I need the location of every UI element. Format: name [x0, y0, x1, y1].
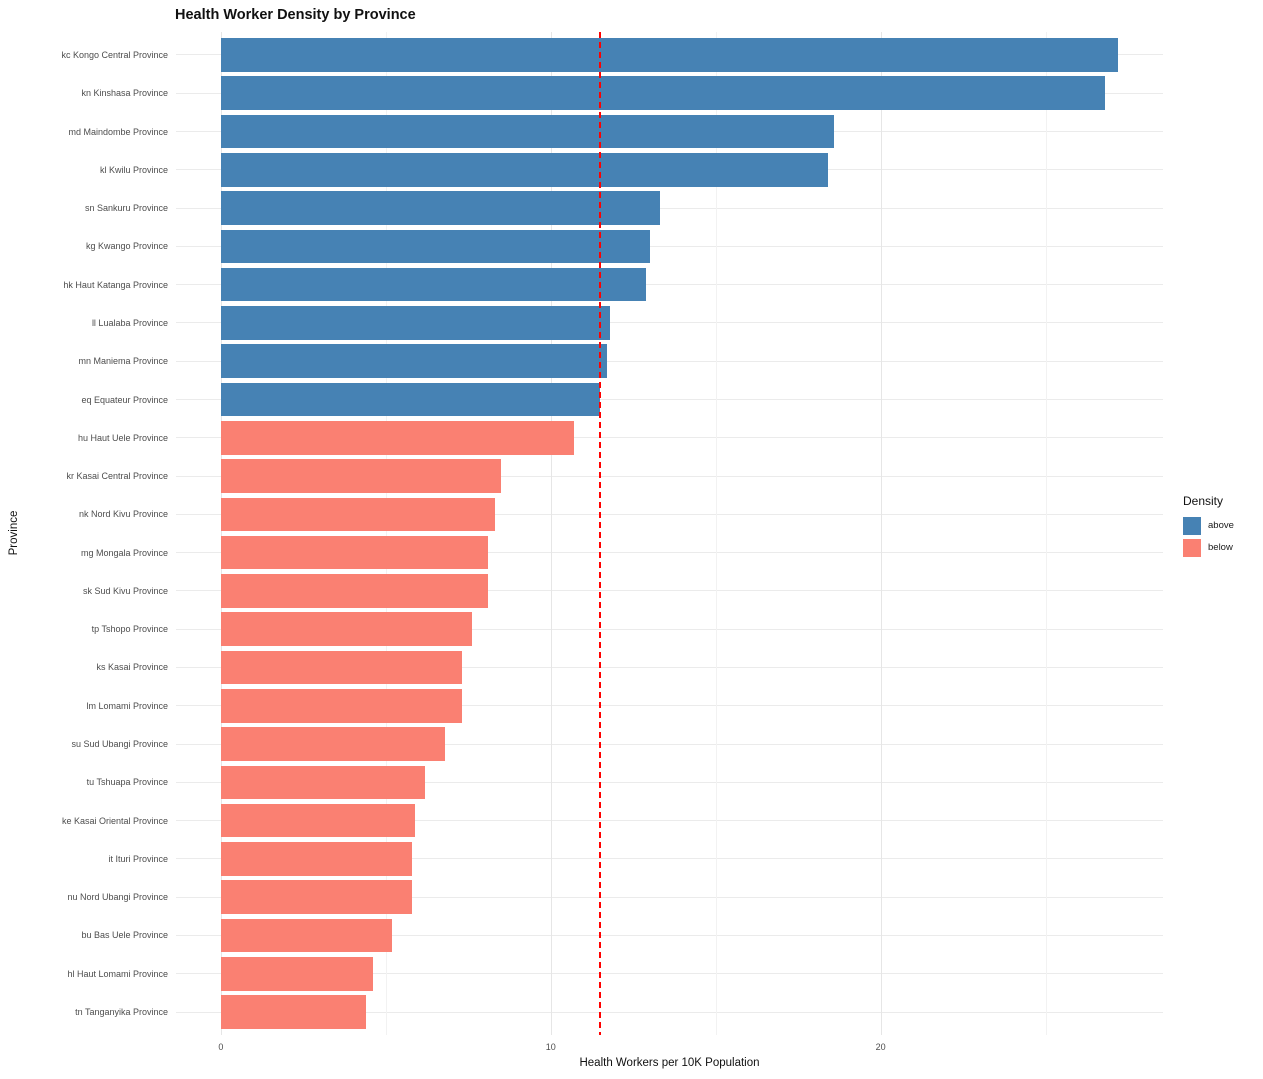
- y-tick-label: nk Nord Kivu Province: [78, 509, 168, 520]
- gridline-horizontal: [176, 1011, 1163, 1013]
- gridline-horizontal: [176, 705, 1163, 707]
- bar: [220, 995, 366, 1029]
- bar: [220, 574, 489, 608]
- chart-title: Health Worker Density by Province: [175, 7, 416, 23]
- bar: [220, 497, 495, 532]
- gridline-vertical-minor: [715, 32, 717, 1035]
- gridline-vertical-minor: [1045, 32, 1047, 1035]
- gridline-horizontal: [176, 590, 1163, 592]
- gridline-horizontal: [176, 322, 1163, 324]
- legend-item: below: [1183, 538, 1263, 557]
- legend-items: above below: [1180, 516, 1263, 557]
- bar: [220, 38, 1119, 72]
- bar: [220, 420, 574, 455]
- y-tick-label: kc Kongo Central Province: [61, 49, 168, 60]
- gridline-vertical-major: [550, 32, 552, 1035]
- y-tick-label: kr Kasai Central Province: [66, 471, 168, 482]
- y-tick-label: tp Tshopo Province: [91, 624, 168, 635]
- bar: [220, 229, 650, 264]
- legend-title: Density: [1183, 494, 1224, 508]
- y-tick-label: mg Mongala Province: [80, 547, 168, 558]
- y-tick-label: hu Haut Uele Province: [77, 432, 168, 443]
- bar: [220, 382, 601, 417]
- legend-label: above: [1208, 520, 1234, 531]
- y-tick-label: mn Maniema Province: [78, 356, 168, 367]
- bar: [220, 842, 413, 876]
- bar: [220, 765, 426, 800]
- bar: [220, 880, 413, 914]
- gridline-horizontal: [176, 552, 1163, 554]
- x-tick-label: 0: [218, 1042, 224, 1052]
- y-tick-label: eq Equateur Province: [81, 394, 168, 405]
- gridline-horizontal: [176, 934, 1163, 936]
- y-tick-label: kn Kinshasa Province: [81, 88, 168, 99]
- x-axis-title: Health Workers per 10K Population: [579, 1057, 760, 1069]
- y-tick-label: tu Tshuapa Province: [86, 777, 168, 788]
- gridline-horizontal: [176, 284, 1163, 286]
- bar: [220, 535, 489, 570]
- y-tick-label: tn Tanganyika Province: [75, 1007, 168, 1018]
- gridline-horizontal: [176, 858, 1163, 860]
- bar: [220, 191, 660, 225]
- gridline-horizontal: [176, 399, 1163, 400]
- plot-panel: [176, 32, 1163, 1035]
- y-tick-label: kg Kwango Province: [85, 241, 168, 252]
- bar: [220, 459, 502, 493]
- gridline-horizontal: [176, 628, 1163, 630]
- gridline-horizontal: [176, 666, 1163, 668]
- y-tick-label: md Maindombe Province: [68, 126, 168, 137]
- y-tick-label: lm Lomami Province: [86, 700, 168, 711]
- bar: [220, 76, 1105, 111]
- bar: [220, 956, 373, 991]
- y-tick-label: sn Sankuru Province: [84, 203, 168, 214]
- gridline-horizontal: [176, 475, 1163, 477]
- y-tick-label: nu Nord Ubangi Province: [67, 892, 168, 903]
- gridline-horizontal: [176, 513, 1163, 515]
- gridline-horizontal: [176, 820, 1163, 822]
- y-tick-label: it Ituri Province: [108, 853, 168, 864]
- gridline-horizontal: [176, 781, 1163, 783]
- legend: Density above below: [1180, 494, 1263, 560]
- gridline-vertical-minor: [385, 32, 387, 1035]
- gridline-horizontal: [176, 896, 1163, 898]
- bar: [220, 306, 611, 340]
- gridline-horizontal: [176, 743, 1163, 745]
- y-tick-label: ke Kasai Oriental Province: [61, 815, 168, 826]
- bar: [220, 688, 462, 723]
- y-tick-label: ks Kasai Province: [96, 662, 168, 673]
- gridline-horizontal: [176, 973, 1163, 975]
- gridline-horizontal: [176, 207, 1163, 209]
- x-tick-label: 10: [545, 1042, 556, 1052]
- gridline-horizontal: [176, 360, 1163, 362]
- y-tick-label: hk Haut Katanga Province: [63, 279, 168, 290]
- legend-item: above: [1183, 516, 1263, 535]
- bar: [220, 153, 828, 187]
- y-axis-title: Province: [8, 510, 20, 556]
- y-tick-label: kl Kwilu Province: [99, 164, 168, 175]
- below-color-swatch: [1183, 538, 1201, 557]
- gridline-vertical-major: [220, 32, 222, 1035]
- bar: [220, 612, 472, 646]
- bar: [220, 267, 647, 302]
- y-tick-label: su Sud Ubangi Province: [71, 739, 168, 750]
- y-tick-label: ll Lualaba Province: [91, 317, 168, 328]
- bar: [220, 650, 462, 685]
- reference-line: [599, 32, 602, 1035]
- bar: [220, 344, 607, 379]
- gridline-horizontal: [176, 245, 1163, 247]
- x-tick-label: 20: [875, 1042, 886, 1052]
- y-tick-label: sk Sud Kivu Province: [82, 585, 168, 596]
- above-color-swatch: [1183, 516, 1201, 535]
- legend-label: below: [1208, 542, 1233, 553]
- bar: [220, 803, 416, 838]
- bar: [220, 918, 393, 953]
- bar: [220, 114, 835, 149]
- y-tick-label: hl Haut Lomami Province: [67, 968, 168, 979]
- bar: [220, 727, 446, 761]
- y-tick-label: bu Bas Uele Province: [81, 930, 168, 941]
- gridline-vertical-major: [880, 32, 882, 1035]
- gridline-horizontal: [176, 437, 1163, 439]
